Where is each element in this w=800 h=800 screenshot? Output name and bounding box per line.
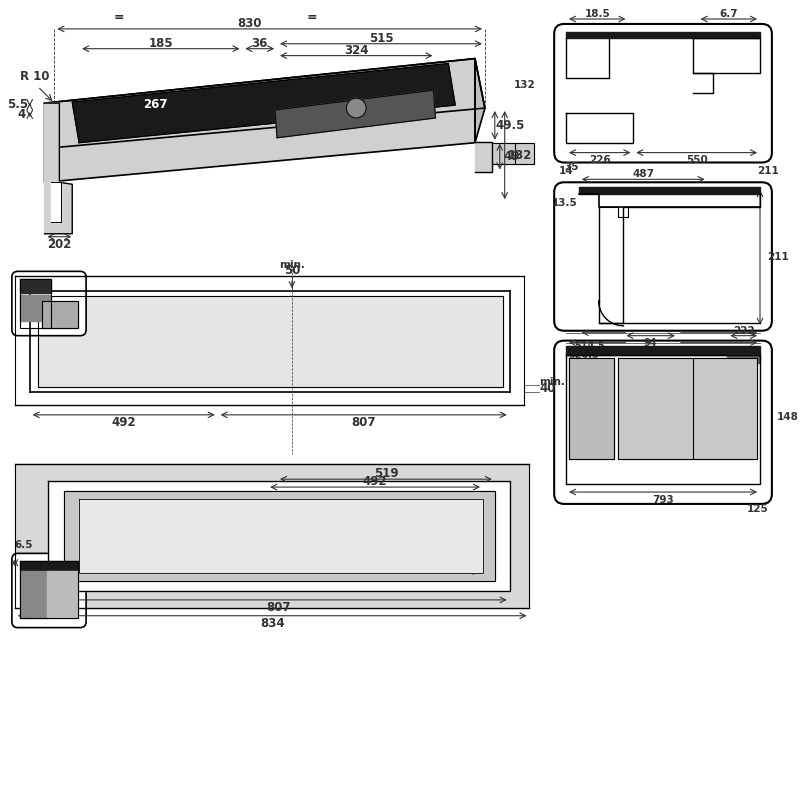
Text: 4: 4 — [18, 108, 26, 121]
Polygon shape — [475, 58, 485, 142]
Polygon shape — [45, 58, 485, 148]
Text: 50: 50 — [284, 264, 300, 278]
Text: min.: min. — [279, 260, 305, 270]
Text: 148: 148 — [777, 412, 798, 422]
Text: 807: 807 — [266, 602, 291, 614]
Text: 324: 324 — [344, 44, 369, 57]
Polygon shape — [47, 481, 510, 591]
FancyBboxPatch shape — [554, 341, 772, 504]
Polygon shape — [618, 358, 757, 459]
Text: 6.5: 6.5 — [15, 541, 34, 550]
Text: 5.5: 5.5 — [7, 98, 28, 111]
Text: 132: 132 — [514, 80, 535, 90]
FancyBboxPatch shape — [554, 182, 772, 330]
Text: 202: 202 — [47, 238, 71, 251]
Text: 6.7: 6.7 — [719, 9, 738, 19]
Text: 36: 36 — [251, 38, 268, 50]
Text: 834: 834 — [260, 617, 285, 630]
FancyBboxPatch shape — [12, 554, 86, 628]
Text: 550: 550 — [686, 154, 707, 165]
FancyBboxPatch shape — [554, 24, 772, 162]
Text: R 12: R 12 — [287, 534, 317, 546]
Text: 40: 40 — [539, 382, 556, 395]
Polygon shape — [566, 32, 760, 38]
Text: R 10: R 10 — [20, 70, 50, 83]
Text: 226: 226 — [589, 154, 610, 165]
Polygon shape — [20, 562, 78, 571]
Polygon shape — [46, 571, 78, 618]
Polygon shape — [569, 358, 614, 459]
Text: 35: 35 — [564, 162, 578, 173]
Polygon shape — [45, 58, 475, 182]
Text: 89: 89 — [572, 404, 586, 414]
Polygon shape — [492, 142, 514, 165]
Polygon shape — [566, 346, 760, 355]
Polygon shape — [45, 103, 72, 234]
Polygon shape — [727, 355, 760, 363]
Text: =: = — [306, 11, 318, 24]
Text: min.: min. — [539, 377, 566, 387]
Text: 18.5: 18.5 — [584, 9, 610, 19]
Circle shape — [346, 98, 366, 118]
Text: 526.5: 526.5 — [568, 350, 598, 361]
Text: 125: 125 — [747, 504, 769, 514]
Text: 49.5: 49.5 — [495, 119, 524, 132]
Polygon shape — [42, 301, 78, 328]
Polygon shape — [64, 491, 494, 581]
Polygon shape — [51, 182, 62, 222]
Text: 13.5: 13.5 — [552, 198, 578, 208]
Text: 222: 222 — [733, 326, 754, 336]
Text: 94: 94 — [644, 338, 658, 348]
Polygon shape — [579, 187, 760, 194]
Polygon shape — [79, 499, 483, 573]
Polygon shape — [20, 279, 51, 293]
Text: 211: 211 — [767, 253, 789, 262]
Text: 514.5: 514.5 — [574, 341, 605, 350]
Text: 14: 14 — [559, 166, 574, 176]
Polygon shape — [15, 464, 530, 608]
Polygon shape — [38, 296, 502, 387]
FancyBboxPatch shape — [12, 271, 86, 336]
Text: 807: 807 — [351, 416, 376, 430]
Polygon shape — [20, 295, 51, 321]
Text: 515: 515 — [369, 32, 394, 46]
Polygon shape — [20, 571, 50, 618]
Text: 830: 830 — [238, 18, 262, 30]
Text: 267: 267 — [143, 98, 168, 111]
Polygon shape — [475, 142, 492, 172]
Polygon shape — [515, 142, 534, 165]
Text: 519: 519 — [374, 466, 398, 480]
Text: 492: 492 — [111, 416, 136, 430]
Text: 211: 211 — [757, 166, 778, 176]
Text: 492: 492 — [362, 474, 387, 488]
Text: 49: 49 — [503, 150, 520, 163]
Polygon shape — [275, 90, 435, 138]
Text: 487: 487 — [632, 170, 654, 179]
Text: =: = — [114, 11, 125, 24]
Text: 132: 132 — [507, 149, 532, 162]
Text: 793: 793 — [652, 495, 674, 505]
Polygon shape — [72, 63, 455, 142]
Text: 185: 185 — [149, 38, 173, 50]
